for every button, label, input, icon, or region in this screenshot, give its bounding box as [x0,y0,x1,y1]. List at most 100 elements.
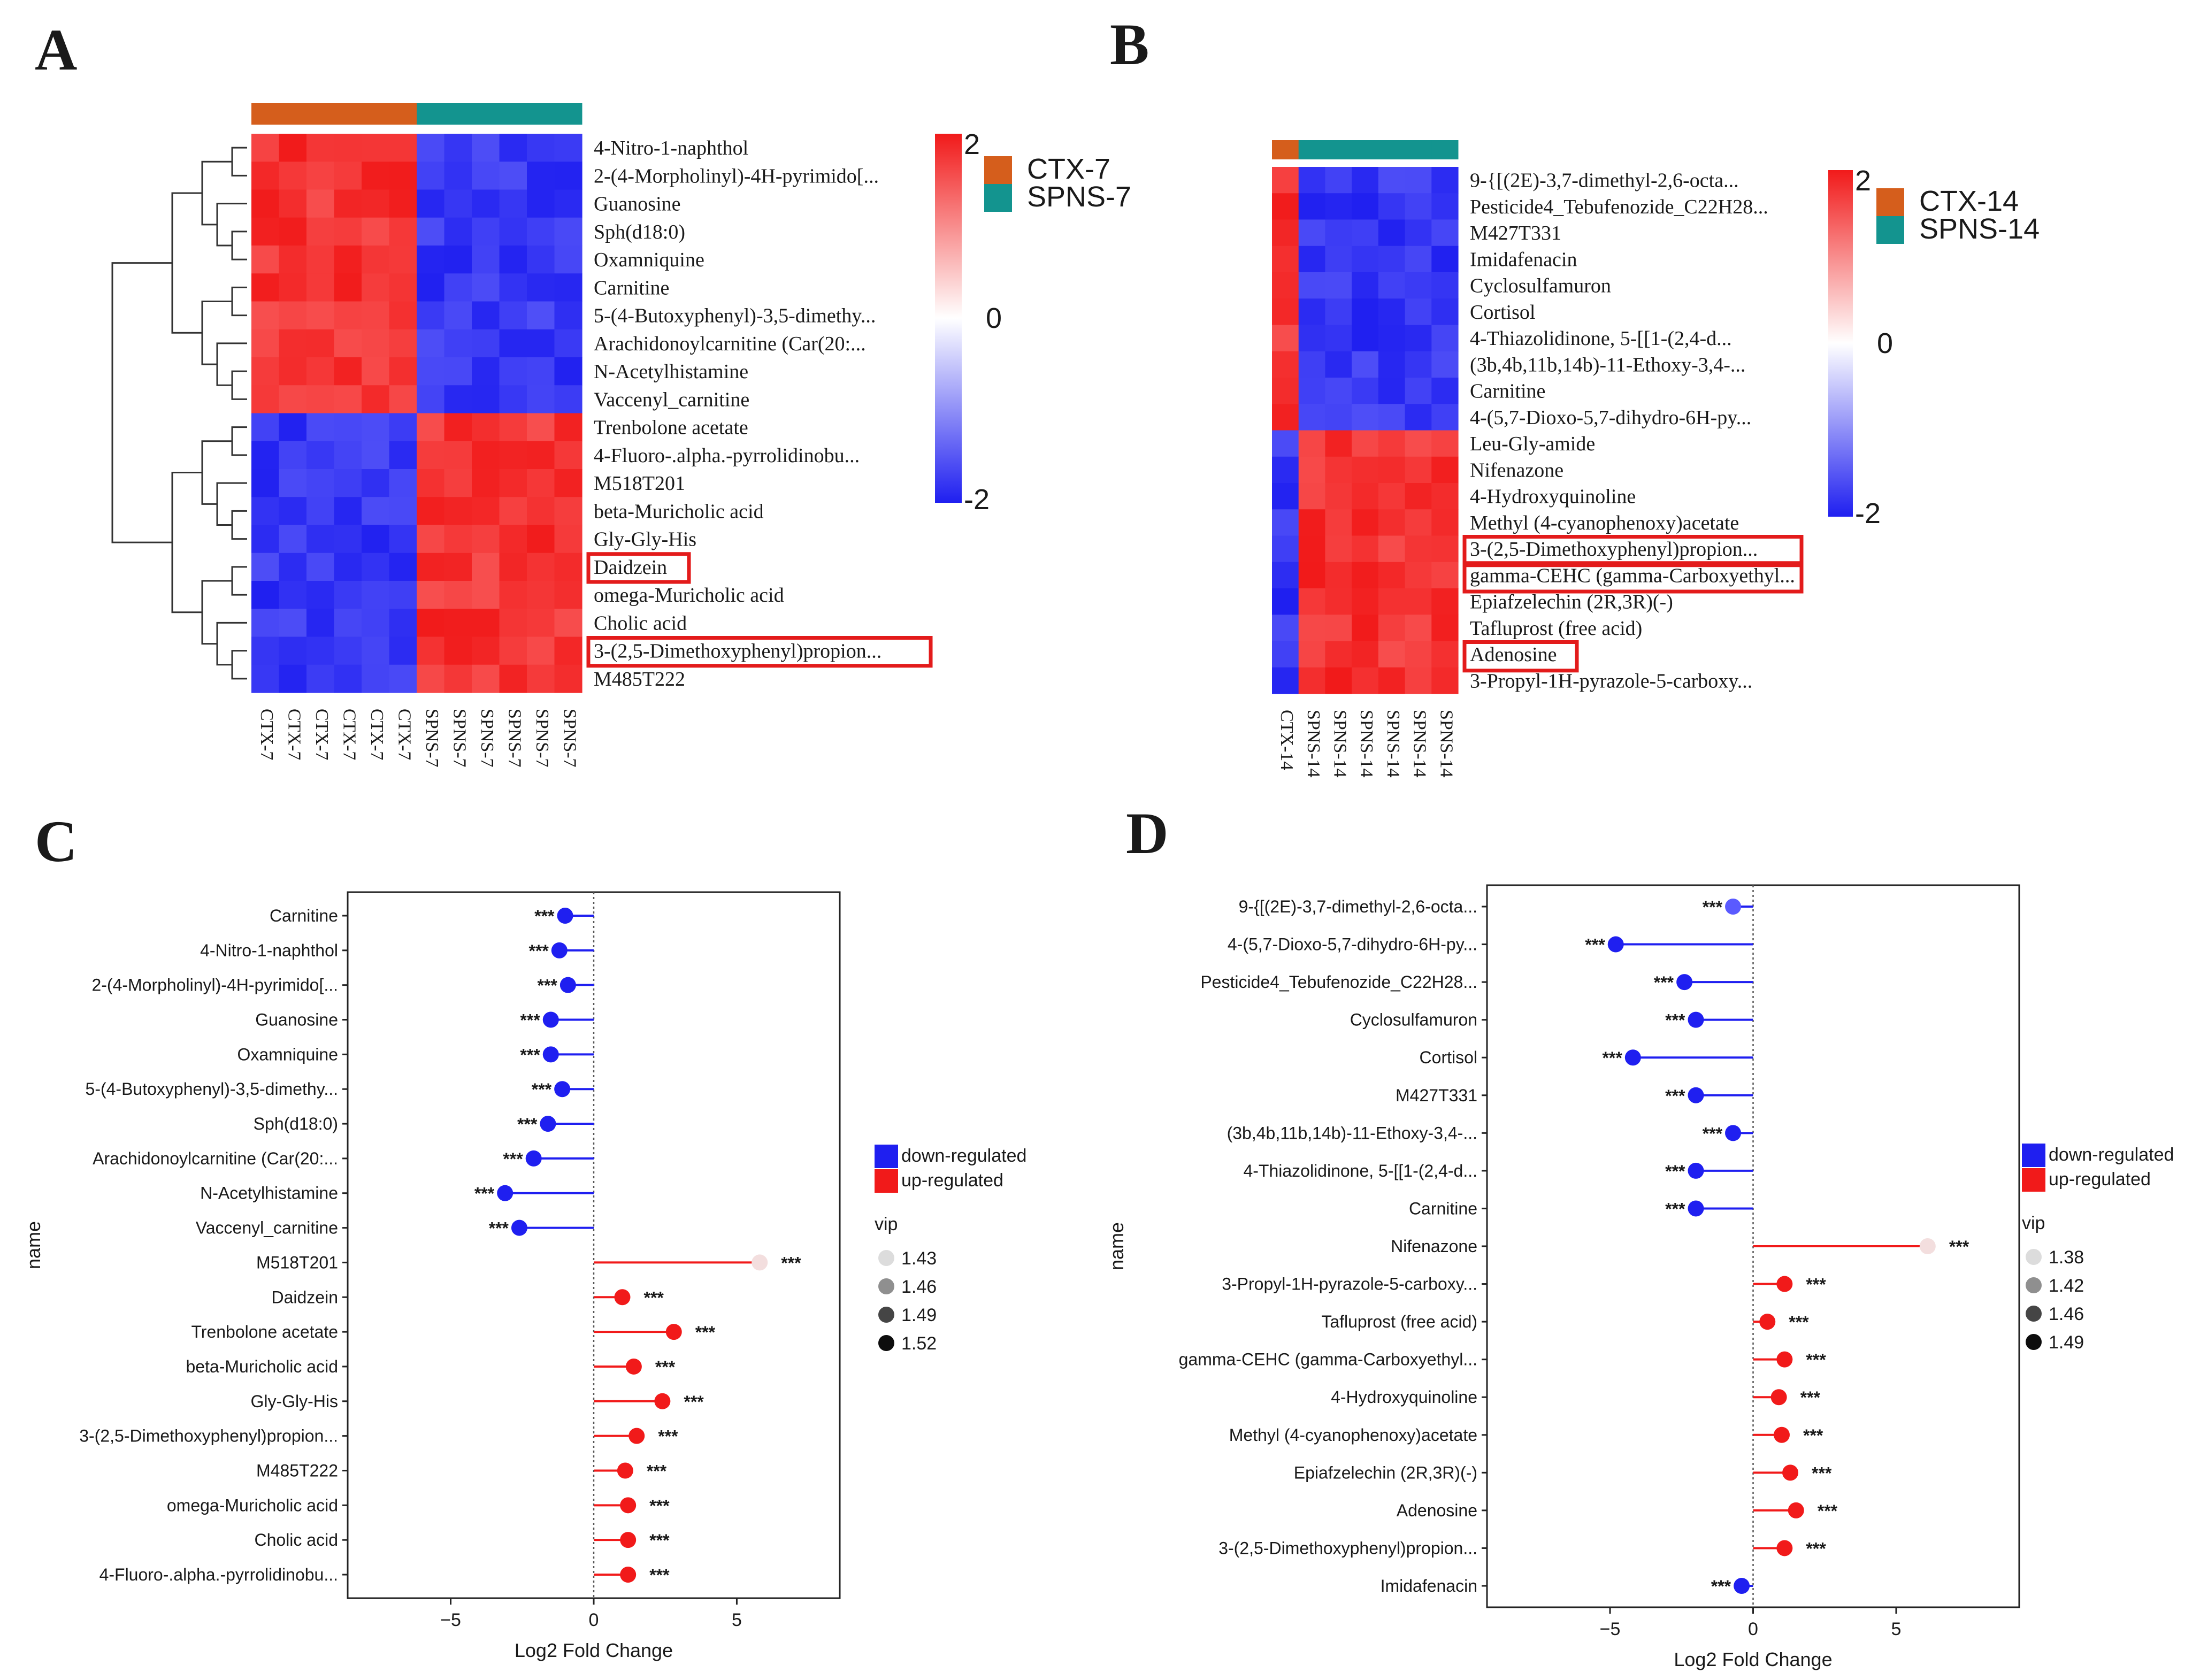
heatmap-cell [334,525,362,554]
significance-stars: *** [1711,1577,1731,1596]
heatmap-cell [554,301,582,330]
heatmap-cell [472,636,500,665]
significance-stars: *** [528,941,549,961]
heatmap-cell [527,497,555,526]
significance-stars: *** [1800,1388,1821,1407]
significance-stars: *** [520,1045,540,1064]
heatmap-cell [444,469,472,497]
y-tick-label: 4-Hydroxyquinoline [1331,1387,1477,1407]
y-tick-label: Daidzein [271,1287,338,1307]
heatmap-cell [1272,193,1299,220]
row-label: (3b,4b,11b,14b)-11-Ethoxy-3,4-... [1470,354,1745,376]
heatmap-cell [251,134,280,162]
heatmap-cell [527,357,555,386]
heatmap-cell [1325,562,1352,589]
y-tick-label: Oxamniquine [237,1045,338,1064]
legend-vip-dot [2026,1249,2042,1265]
heatmap-cell [1405,483,1432,510]
heatmap-cell [1378,167,1406,194]
heatmap-cell [334,217,362,246]
lollipop-dot [1759,1314,1776,1330]
legend-vip-label: 1.49 [901,1305,937,1325]
y-tick-label: 4-Fluoro-.alpha.-pyrrolidinobu... [99,1565,338,1584]
heatmap-cell [554,413,582,442]
column-label: SPNS-14 [1410,710,1430,778]
row-label: Cyclosulfamuron [1470,275,1611,297]
heatmap-cell [1298,562,1326,589]
heatmap-cell [1352,535,1379,563]
group-bar-cell [1298,140,1325,159]
heatmap-cell [499,581,527,609]
lollipop-dot [1776,1351,1793,1368]
heatmap-cell [1431,483,1459,510]
heatmap-cell [1378,404,1406,431]
dendrogram-branch [231,566,247,596]
heatmap-cell [251,469,280,497]
y-tick-label: Methyl (4-cyanophenoxy)acetate [1229,1425,1477,1445]
significance-stars: *** [695,1323,716,1342]
group-bar-cell [279,103,307,125]
heatmap-cell [417,357,445,386]
heatmap-cell [1352,509,1379,536]
row-label: Guanosine [594,193,681,216]
heatmap-cell [527,469,555,497]
heatmap-cell [444,246,472,274]
column-label: SPNS-7 [422,709,442,768]
row-label: Arachidonoylcarnitine (Car(20:... [594,333,866,355]
lollipop-dot [752,1254,768,1271]
heatmap-cell [251,329,280,358]
heatmap-cell [417,553,445,581]
row-label: 5-(4-Butoxyphenyl)-3,5-dimethy... [594,305,876,327]
legend-vip-label: 1.38 [2049,1247,2084,1268]
dendrogram-branch [171,472,202,613]
legend-vip-label: 1.49 [2049,1332,2084,1353]
legend-up-swatch [875,1169,898,1193]
column-label: SPNS-7 [504,709,524,768]
column-label: CTX-7 [367,709,387,760]
heatmap-cell [417,581,445,609]
heatmap-cell [1352,219,1379,247]
row-label: M427T331 [1470,222,1561,244]
heatmap-cell [1431,535,1459,563]
dendrogram-branch [111,262,172,543]
heatmap-cell [362,664,390,693]
legend-vip-label: 1.42 [2049,1276,2084,1296]
heatmap-cell [472,329,500,358]
significance-stars: *** [489,1219,509,1238]
heatmap-cell [251,553,280,581]
heatmap-cell [1378,615,1406,642]
heatmap-cell [334,189,362,218]
heatmap-cell [1378,351,1406,378]
heatmap-cell [1378,588,1406,615]
heatmap-cell [499,413,527,442]
significance-stars: *** [1602,1048,1622,1068]
heatmap-cell [334,553,362,581]
y-tick-label: 2-(4-Morpholinyl)-4H-pyrimido[... [91,976,338,995]
heatmap-cell [306,357,335,386]
heatmap-cell [279,525,307,554]
heatmap-cell [554,553,582,581]
lollipop-dot [1725,1125,1742,1141]
significance-stars: *** [474,1184,495,1203]
lollipop-dot [665,1324,682,1340]
heatmap-cell [1298,509,1326,536]
x-tick-label: 5 [1891,1619,1902,1639]
heatmap-cell [1431,219,1459,247]
lollipop-dot [497,1185,513,1201]
heatmap-cell [1431,193,1459,220]
heatmap-cell [1405,562,1432,589]
y-tick-label: Cholic acid [254,1530,338,1549]
significance-stars: *** [1703,1124,1723,1143]
heatmap-cell [472,553,500,581]
heatmap-cell [417,609,445,638]
significance-stars: *** [1665,1086,1685,1106]
y-tick-label: gamma-CEHC (gamma-Carboxyethyl... [1179,1350,1477,1369]
heatmap-cell [1405,167,1432,194]
heatmap-cell [389,357,417,386]
heatmap-cell [279,273,307,302]
heatmap-cell [279,329,307,358]
y-tick-label: M427T331 [1396,1086,1477,1105]
heatmap-cell [472,497,500,526]
heatmap-cell [251,413,280,442]
heatmap-cell [417,301,445,330]
